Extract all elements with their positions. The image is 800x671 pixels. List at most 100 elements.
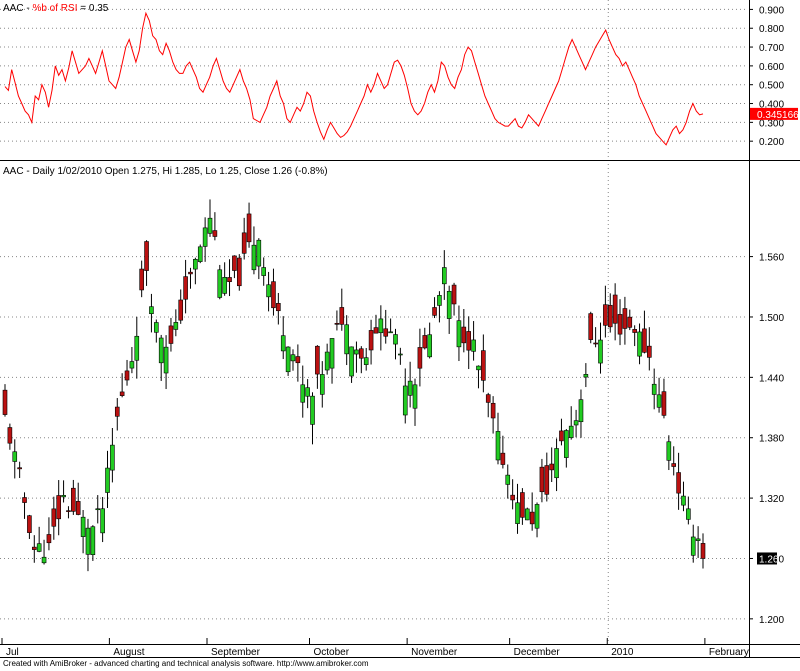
candle-body [232,255,237,271]
rsi-last-value-label: 0.345166 [757,110,799,121]
candle-body [310,395,315,425]
candle-body [490,402,496,419]
candle-body [485,394,491,403]
candle-body [105,467,110,493]
rsi-tick-label: 0.600 [759,62,784,73]
candle-body [222,277,227,294]
x-tick-label: December [514,647,561,658]
candle-body [66,510,71,512]
candle-body [564,430,569,458]
candle-body [686,508,691,520]
candle-body [36,543,42,552]
footer-credit: Created with AmiBroker - advanced charti… [3,659,369,668]
x-tick-label: September [211,647,261,658]
rsi-tick-label: 0.900 [759,5,784,16]
candle-body [466,331,472,351]
rsi-tick-label: 0.400 [759,100,784,111]
candle-body [31,546,37,550]
candle-body [7,427,13,444]
candle-body [51,508,57,527]
candle-body [300,384,306,403]
candle-body [202,227,208,247]
candle-body [554,448,559,479]
candle-body [437,295,442,306]
candle-body [110,444,115,471]
candle-body [188,271,193,275]
candle-body [246,213,252,243]
candle-body [207,217,213,234]
candle-body [144,241,149,271]
candle-body [661,391,667,416]
candle-body [627,316,633,328]
candle-body [671,463,677,467]
candle-body [95,508,101,511]
candle-body [217,269,223,298]
candle-body [676,472,681,494]
candle-body [168,325,174,344]
candle-body [510,494,515,501]
candle-body [173,322,179,330]
candle-body [398,353,403,356]
price-pane-title: AAC - Daily 1/02/2010 Open 1.275, Hi 1.2… [3,166,328,177]
rsi-tick-label: 0.200 [759,137,784,148]
candle-body [588,313,594,340]
candle-body [212,230,218,237]
candle-body [603,304,608,326]
candle-body [17,467,22,470]
candle-body [695,538,701,541]
candle-body [578,399,584,423]
candle-body [607,304,613,328]
candle-body [681,495,686,506]
candle-body [461,326,467,344]
candle-body [539,466,545,493]
candle-body [666,441,672,461]
x-tick-label: October [314,647,350,658]
candle-body [393,334,398,345]
candle-body [295,356,301,364]
candle-body [266,284,271,298]
candle-body [193,259,198,270]
rsi-title-part: %b of RSI [32,3,77,14]
candle-body [407,380,413,396]
candle-body [75,501,81,515]
candle-body [700,543,706,559]
candle-body [71,487,76,512]
rsi-tick-label: 0.500 [759,81,784,92]
candle-body [598,339,603,364]
candle-body [612,294,618,324]
price-last-value-box [757,552,777,565]
x-tick-label: November [411,647,458,658]
candle-body [378,318,384,334]
candle-body [261,267,266,276]
candle-body [46,534,52,544]
candle-body [417,347,423,369]
rsi-tick-label: 0.800 [759,24,784,35]
price-tick-label: 1.440 [759,373,784,384]
candle-body [354,349,359,355]
candle-body [427,334,432,358]
candle-body [56,495,61,520]
candle-body [285,346,291,373]
rsi-title-part: AAC - [3,3,32,14]
candle-body [100,508,105,534]
candle-body [256,239,262,267]
candle-body [139,268,144,291]
candle-body [647,345,652,358]
candle-body [432,307,437,316]
candle-body [617,314,623,335]
candle-body [422,335,428,349]
candle-body [495,431,501,461]
candle-body [373,327,379,334]
candle-body [568,425,574,438]
x-tick-label: 2010 [611,647,634,658]
candle-body [119,391,125,396]
rsi-title-part: = 0.35 [77,3,108,14]
candle-body [442,267,447,285]
candle-body [129,361,135,369]
candle-body [344,324,349,355]
candle-body [559,430,564,442]
candle-body [124,370,130,381]
candle-body [412,384,418,409]
candle-body [305,387,310,397]
